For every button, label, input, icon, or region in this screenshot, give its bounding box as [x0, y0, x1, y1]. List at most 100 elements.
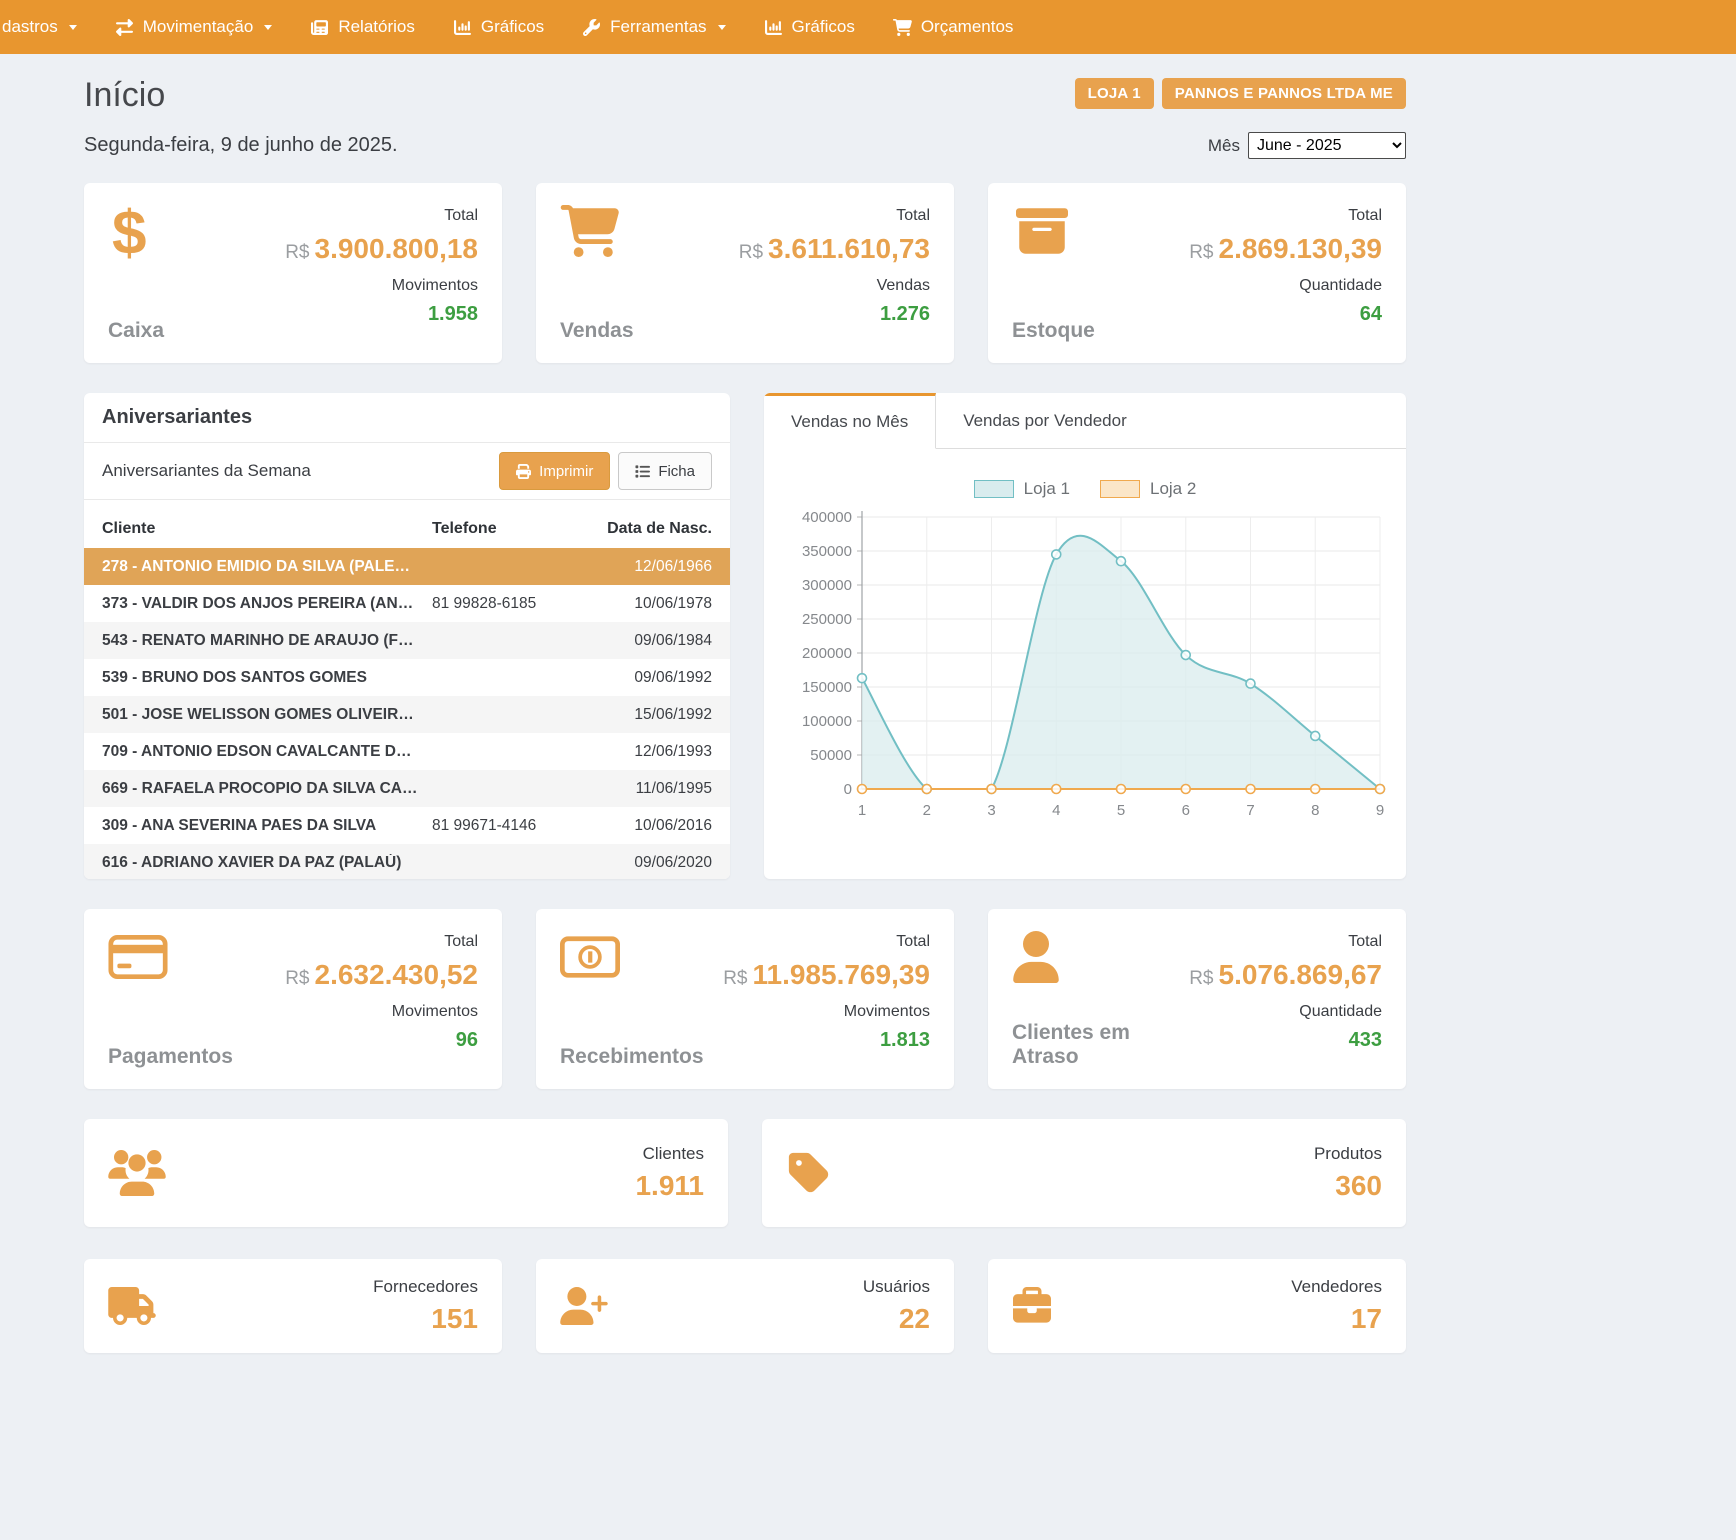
chart-legend: Loja 1 Loja 2 — [782, 479, 1388, 499]
tab-vendas-por-vendedor[interactable]: Vendas por Vendedor — [936, 393, 1154, 448]
nav-item-label: Movimentação — [143, 17, 254, 37]
tab-vendas-no-mes[interactable]: Vendas no Mês — [764, 393, 936, 449]
currency-prefix: R$ — [285, 242, 309, 263]
store-badge[interactable]: LOJA 1 — [1075, 78, 1154, 109]
column-header-telefone[interactable]: Telefone — [432, 520, 600, 538]
month-select[interactable]: June - 2025 — [1248, 132, 1406, 159]
svg-text:300000: 300000 — [802, 577, 852, 594]
nav-item-orcamentos[interactable]: Orçamentos — [874, 0, 1033, 54]
ficha-button[interactable]: Ficha — [618, 452, 712, 490]
cell-data-nasc: 10/06/2016 — [600, 817, 712, 835]
tag-icon — [786, 1150, 832, 1196]
column-header-data-nasc[interactable]: Data de Nasc. — [600, 520, 712, 538]
list-icon — [635, 464, 650, 479]
column-header-cliente[interactable]: Cliente — [102, 520, 432, 538]
nav-item-label: dastros — [2, 17, 58, 37]
svg-text:3: 3 — [987, 802, 995, 819]
header-badges: LOJA 1 PANNOS E PANNOS LTDA ME — [1075, 78, 1406, 109]
stat-cards-mid: Pagamentos Total R$2.632.430,52 Moviment… — [84, 909, 1406, 1089]
bottom-card-value: 17 — [1291, 1303, 1382, 1335]
wide-card-value: 1.911 — [635, 1170, 704, 1202]
currency-prefix: R$ — [285, 968, 309, 989]
count-value: 433 — [1189, 1029, 1382, 1052]
company-badge[interactable]: PANNOS E PANNOS LTDA ME — [1162, 78, 1406, 109]
print-button-label: Imprimir — [539, 463, 593, 480]
total-label: Total — [739, 207, 930, 225]
birthdays-table: Cliente Telefone Data de Nasc. 278 - ANT… — [84, 510, 730, 879]
cart-icon — [893, 19, 912, 36]
svg-text:100000: 100000 — [802, 713, 852, 730]
people-group-icon — [108, 1150, 166, 1196]
table-row[interactable]: 373 - VALDIR DOS ANJOS PEREIRA (AN… 81 9… — [84, 585, 730, 622]
legend-swatch-loja1 — [974, 480, 1014, 498]
table-header-row: Cliente Telefone Data de Nasc. — [84, 510, 730, 548]
archive-box-icon — [1012, 205, 1072, 257]
total-label: Total — [285, 207, 478, 225]
count-value: 96 — [285, 1029, 478, 1052]
nav-item-relatorios[interactable]: Relatórios — [291, 0, 434, 54]
legend-item-loja1[interactable]: Loja 1 — [974, 479, 1070, 499]
table-row[interactable]: 709 - ANTONIO EDSON CAVALCANTE D… 12/06/… — [84, 733, 730, 770]
month-label: Mês — [1208, 136, 1240, 156]
svg-text:8: 8 — [1311, 802, 1319, 819]
total-label: Total — [1189, 207, 1382, 225]
banknote-icon — [560, 931, 620, 983]
stat-card-title: Recebimentos — [560, 1045, 704, 1069]
stat-card-estoque: Estoque Total R$2.869.130,39 Quantidade … — [988, 183, 1406, 363]
current-date-text: Segunda-feira, 9 de junho de 2025. — [84, 134, 398, 157]
svg-text:50000: 50000 — [810, 747, 852, 764]
count-value: 1.276 — [739, 303, 930, 326]
legend-swatch-loja2 — [1100, 480, 1140, 498]
currency-prefix: R$ — [1189, 968, 1213, 989]
cell-data-nasc: 12/06/1966 — [600, 558, 712, 576]
birthdays-panel-title: Aniversariantes — [84, 393, 730, 443]
svg-text:400000: 400000 — [802, 509, 852, 526]
dollar-icon: $ — [108, 205, 164, 263]
legend-item-loja2[interactable]: Loja 2 — [1100, 479, 1196, 499]
svg-text:4: 4 — [1052, 802, 1060, 819]
stat-card-title: Caixa — [108, 319, 164, 343]
nav-item-graficos[interactable]: Gráficos — [434, 0, 563, 54]
print-button[interactable]: Imprimir — [499, 452, 610, 490]
nav-item-label: Orçamentos — [921, 17, 1014, 37]
table-row[interactable]: 309 - ANA SEVERINA PAES DA SILVA 81 9967… — [84, 807, 730, 844]
wide-card-produtos: Produtos 360 — [762, 1119, 1406, 1227]
cart-icon — [560, 205, 620, 257]
cell-data-nasc: 12/06/1993 — [600, 743, 712, 761]
table-row[interactable]: 616 - ADRIANO XAVIER DA PAZ (PALAÚ) 09/0… — [84, 844, 730, 879]
bottom-card-label: Vendedores — [1291, 1277, 1382, 1297]
table-row[interactable]: 669 - RAFAELA PROCOPIO DA SILVA CA… 11/0… — [84, 770, 730, 807]
nav-item-ferramentas[interactable]: Ferramentas — [563, 0, 744, 54]
count-value: 1.958 — [285, 303, 478, 326]
table-row[interactable]: 501 - JOSE WELISSON GOMES OLIVEIR… 15/06… — [84, 696, 730, 733]
nav-item-movimentacao[interactable]: Movimentação — [96, 0, 292, 54]
cell-telefone: 81 99671-4146 — [432, 817, 600, 835]
newspaper-icon — [310, 19, 329, 36]
sales-panel: Vendas no Mês Vendas por Vendedor Loja 1… — [764, 393, 1406, 879]
cell-cliente: 501 - JOSE WELISSON GOMES OLIVEIR… — [102, 706, 432, 724]
wide-card-label: Produtos — [1314, 1144, 1382, 1164]
count-label: Movimentos — [285, 1003, 478, 1021]
currency-prefix: R$ — [739, 242, 763, 263]
amount-value: 2.632.430,52 — [315, 959, 479, 990]
legend-label: Loja 2 — [1150, 479, 1196, 499]
cell-cliente: 309 - ANA SEVERINA PAES DA SILVA — [102, 817, 432, 835]
table-row[interactable]: 539 - BRUNO DOS SANTOS GOMES 09/06/1992 — [84, 659, 730, 696]
nav-item-graficos-2[interactable]: Gráficos — [745, 0, 874, 54]
table-row[interactable]: 543 - RENATO MARINHO DE ARAUJO (F… 09/06… — [84, 622, 730, 659]
svg-text:1: 1 — [858, 802, 866, 819]
bottom-card-label: Fornecedores — [373, 1277, 478, 1297]
count-label: Quantidade — [1189, 277, 1382, 295]
svg-text:7: 7 — [1246, 802, 1254, 819]
nav-item-label: Gráficos — [481, 17, 544, 37]
nav-item-label: Ferramentas — [610, 17, 706, 37]
count-label: Quantidade — [1189, 1003, 1382, 1021]
nav-item-cadastros[interactable]: dastros — [2, 0, 96, 54]
bottom-cards-row: Fornecedores 151 Usuários 22 Vendedores … — [84, 1259, 1406, 1353]
main-content: Início LOJA 1 PANNOS E PANNOS LTDA ME Se… — [84, 54, 1406, 1353]
cell-cliente: 539 - BRUNO DOS SANTOS GOMES — [102, 669, 432, 687]
total-amount: R$2.869.130,39 — [1189, 233, 1382, 265]
table-row[interactable]: 278 - ANTONIO EMIDIO DA SILVA (PALE… 12/… — [84, 548, 730, 585]
total-label: Total — [285, 933, 478, 951]
wide-card-label: Clientes — [635, 1144, 704, 1164]
